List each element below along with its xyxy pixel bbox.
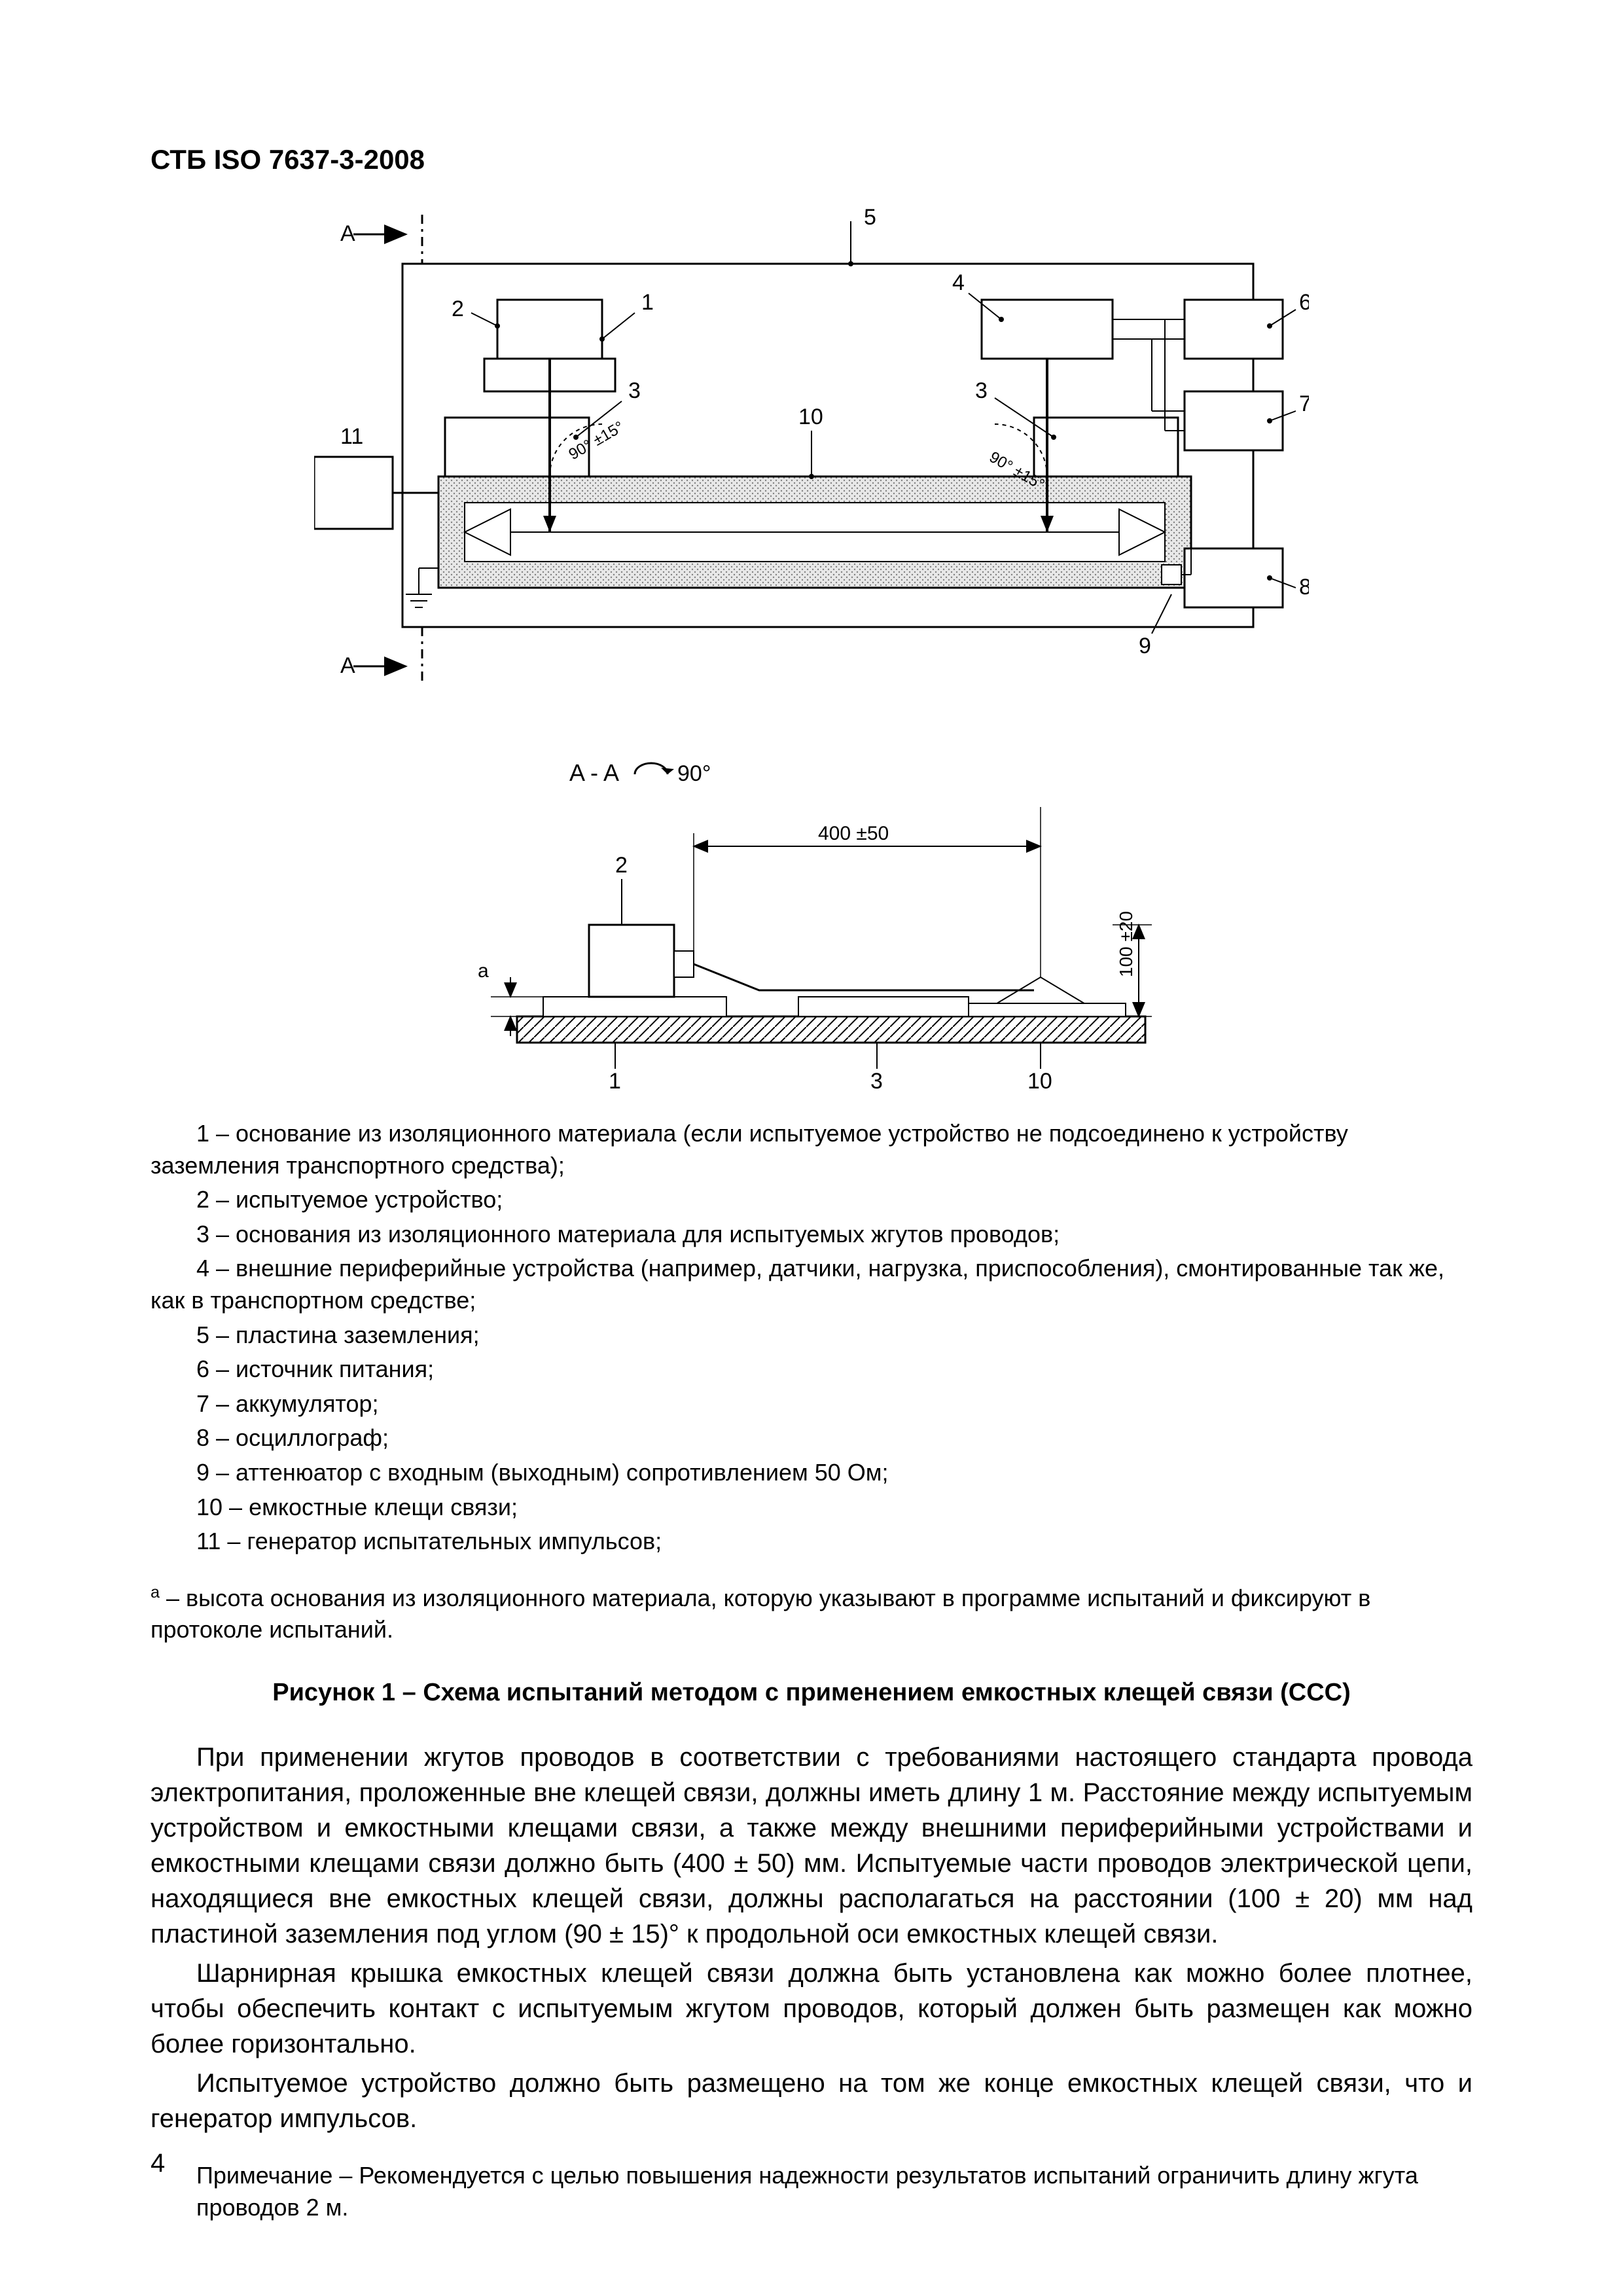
label-A-top: A [340, 221, 355, 246]
footnote-marker: a [151, 1583, 160, 1602]
para: При применении жгутов проводов в соответ… [151, 1740, 1472, 1952]
legend-item: 3 – основания из изоляционного материала… [151, 1219, 1472, 1251]
label-11: 11 [340, 424, 363, 449]
legend-item: 1 – основание из изоляционного материала… [151, 1118, 1472, 1181]
label-3l: 3 [628, 378, 641, 403]
figure-section: A - A 90° 400 ±50 [419, 755, 1204, 1095]
dim-a: a [478, 960, 489, 982]
dim-400: 400 ±50 [818, 823, 889, 844]
legend-item: 7 – аккумулятор; [151, 1388, 1472, 1420]
body-text: При применении жгутов проводов в соответ… [151, 1740, 1472, 2136]
label-10: 10 [798, 404, 823, 429]
legend-item: 11 – генератор испытательных импульсов; [151, 1526, 1472, 1558]
sec-label-2: 2 [615, 853, 628, 878]
para: Испытуемое устройство должно быть размещ… [151, 2066, 1472, 2136]
label-2: 2 [452, 296, 464, 321]
figure-section-wrap: A - A 90° 400 ±50 [151, 755, 1472, 1098]
legend-item: 10 – емкостные клещи связи; [151, 1492, 1472, 1524]
dim-100: 100 ±20 [1116, 911, 1136, 977]
sec-label-10: 10 [1027, 1069, 1052, 1094]
legend-item: 9 – аттенюатор с входным (выходным) сопр… [151, 1457, 1472, 1489]
section-rot: 90° [677, 761, 711, 786]
sec-label-3: 3 [870, 1069, 883, 1094]
sec-label-1: 1 [609, 1069, 621, 1094]
note: Примечание – Рекомендуется с целью повыш… [151, 2160, 1472, 2223]
footnote: a – высота основания из изоляционного ма… [151, 1581, 1472, 1646]
legend-item: 8 – осциллограф; [151, 1422, 1472, 1454]
section-title: A - A [569, 759, 619, 786]
figure-top: A 5 90° [314, 202, 1309, 712]
label-8: 8 [1299, 575, 1309, 600]
page-number: 4 [151, 2149, 165, 2178]
footnote-text: – высота основания из изоляционного мате… [151, 1585, 1370, 1643]
label-7: 7 [1299, 391, 1309, 416]
legend-item: 4 – внешние периферийные устройства (нап… [151, 1253, 1472, 1316]
legend-item: 6 – источник питания; [151, 1354, 1472, 1386]
label-6: 6 [1299, 290, 1309, 315]
label-A-bottom: A [340, 653, 355, 678]
label-5: 5 [864, 205, 876, 230]
doc-header: СТБ ISO 7637-3-2008 [151, 144, 1472, 175]
label-1: 1 [641, 290, 654, 315]
label-4: 4 [952, 270, 965, 295]
label-3r: 3 [975, 378, 988, 403]
legend-block: 1 – основание из изоляционного материала… [151, 1118, 1472, 1558]
label-9: 9 [1139, 634, 1151, 658]
legend-item: 5 – пластина заземления; [151, 1319, 1472, 1352]
para: Шарнирная крышка емкостных клещей связи … [151, 1956, 1472, 2062]
figure-caption: Рисунок 1 – Схема испытаний методом с пр… [151, 1679, 1472, 1707]
legend-item: 2 – испытуемое устройство; [151, 1184, 1472, 1216]
figure-top-wrap: A 5 90° [151, 202, 1472, 715]
